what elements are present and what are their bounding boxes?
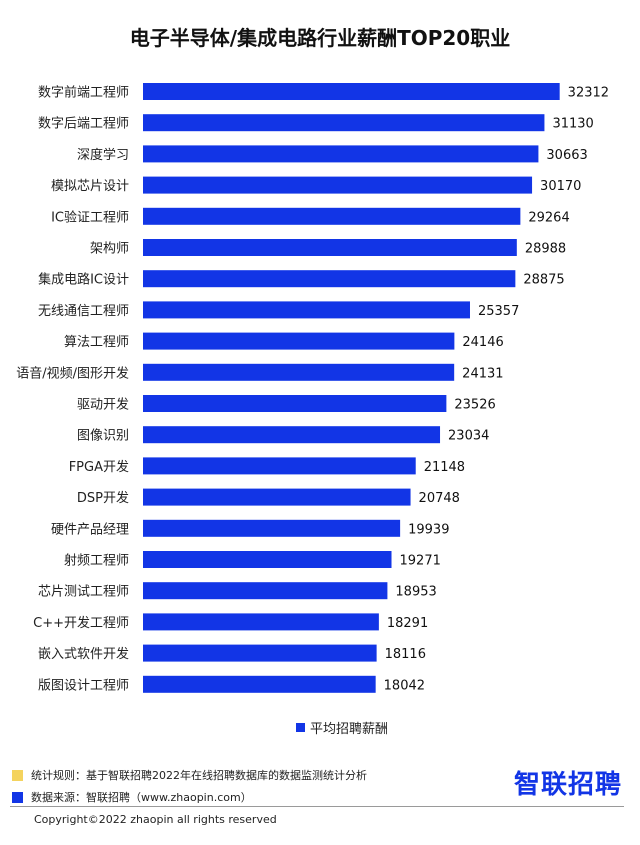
category-label: C++开发工程师 [33, 615, 129, 631]
brand-logo: 智联招聘 [513, 770, 622, 800]
category-label: IC验证工程师 [51, 209, 129, 225]
category-label: 数字前端工程师 [38, 85, 129, 101]
bar [143, 519, 401, 537]
copyright: Copyright©2022 zhaopin all rights reserv… [34, 813, 277, 826]
value-label: 24131 [462, 366, 503, 381]
category-label: 模拟芯片设计 [51, 179, 129, 194]
value-label: 20748 [419, 491, 460, 506]
legend-swatch [296, 723, 305, 732]
value-label: 19271 [400, 554, 441, 569]
value-label: 25357 [478, 304, 519, 319]
category-label: DSP开发 [77, 490, 129, 506]
legend-label: 平均招聘薪酬 [310, 722, 389, 737]
value-label: 18953 [395, 585, 436, 600]
category-label: 数字后端工程师 [38, 117, 129, 132]
category-label: 深度学习 [77, 147, 129, 163]
bar [143, 176, 533, 194]
bar [143, 270, 516, 288]
category-label: 图像识别 [77, 429, 129, 444]
value-label: 29264 [528, 210, 569, 225]
footnote-yellow-marker [12, 769, 23, 781]
bar-chart: 数字前端工程师 32312 数字后端工程师 31130 深度学习 30663 模拟芯片设计 3… [16, 83, 609, 693]
bar [143, 332, 455, 350]
value-label: 18291 [387, 616, 428, 631]
category-label: 射频工程师 [64, 553, 129, 569]
category-label: 算法工程师 [64, 335, 129, 350]
footnote-rule-text: 统计规则：基于智联招聘2022年在线招聘数据库的数据监测统计分析 [31, 769, 367, 782]
footnote-blue-marker [12, 791, 23, 803]
category-label: 驱动开发 [77, 397, 129, 413]
bar [143, 644, 377, 662]
bar [143, 395, 447, 412]
value-label: 30663 [546, 148, 587, 163]
footnote-source: 数据来源：智联招聘（www.zhaopin.com） [12, 786, 367, 808]
value-label: 31130 [552, 117, 593, 132]
chart-title: 电子半导体/集成电路行业薪酬TOP20职业 [129, 26, 511, 50]
bar [143, 363, 455, 381]
category-label: 集成电路IC设计 [38, 272, 129, 288]
value-label: 28875 [523, 273, 564, 288]
value-label: 21148 [424, 460, 465, 475]
category-label: 芯片测试工程师 [38, 585, 129, 600]
footnote-rule: 统计规则：基于智联招聘2022年在线招聘数据库的数据监测统计分析 [12, 764, 367, 786]
category-label: 架构师 [90, 242, 129, 257]
bar [143, 426, 441, 444]
bar [143, 239, 517, 256]
value-label: 24146 [462, 335, 503, 350]
bar [143, 488, 411, 506]
value-label: 19939 [408, 522, 449, 537]
category-label: 无线通信工程师 [38, 304, 129, 319]
bar [143, 207, 521, 225]
category-label: 语音/视频/图形开发 [16, 365, 129, 381]
value-label: 23526 [454, 398, 495, 413]
bar [143, 582, 388, 600]
bar [143, 457, 416, 475]
footnote-source-text: 数据来源：智联招聘（www.zhaopin.com） [31, 791, 252, 804]
bar [143, 301, 470, 319]
bar [143, 83, 560, 100]
category-label: 硬件产品经理 [51, 522, 129, 537]
category-label: FPGA开发 [69, 459, 129, 475]
value-label: 32312 [568, 86, 609, 101]
bar [143, 114, 545, 132]
bar [143, 613, 379, 631]
legend: 平均招聘薪酬 [296, 718, 388, 737]
value-label: 18116 [385, 647, 426, 662]
value-label: 28988 [525, 242, 566, 257]
divider [10, 806, 624, 807]
category-label: 嵌入式软件开发 [38, 646, 129, 662]
value-label: 18042 [384, 678, 425, 693]
value-label: 23034 [448, 429, 489, 444]
footnotes: 统计规则：基于智联招聘2022年在线招聘数据库的数据监测统计分析 数据来源：智联… [12, 764, 367, 808]
category-label: 版图设计工程师 [38, 678, 129, 693]
bar [143, 145, 539, 163]
bar [143, 551, 392, 568]
bar [143, 675, 376, 693]
value-label: 30170 [540, 179, 581, 194]
